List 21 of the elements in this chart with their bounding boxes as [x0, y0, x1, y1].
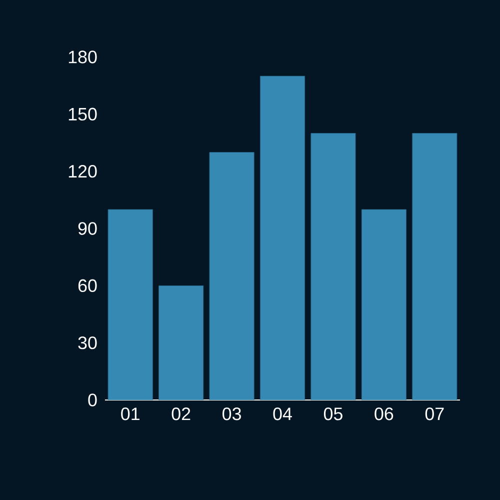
x-tick-label: 07: [425, 408, 444, 420]
bar: [310, 133, 356, 400]
bar: [209, 152, 254, 400]
y-tick-label: 90: [78, 222, 97, 235]
x-tick-label: 06: [374, 408, 394, 420]
bar: [412, 133, 458, 400]
y-tick-label: 150: [68, 108, 97, 121]
bar: [361, 209, 406, 400]
bar: [158, 285, 204, 400]
x-tick-label: 01: [121, 408, 140, 420]
y-tick-label: 60: [78, 279, 97, 292]
y-tick-label: 120: [68, 164, 97, 178]
bar: [108, 209, 153, 400]
x-tick-label: 05: [324, 408, 342, 420]
y-tick-label: 180: [68, 50, 97, 64]
x-tick-label: 02: [172, 408, 190, 420]
y-tick-label: 30: [78, 336, 97, 350]
x-tick-label: 03: [222, 408, 241, 420]
bar: [260, 76, 306, 400]
x-tick-label: 04: [273, 408, 292, 420]
y-tick-label: 0: [88, 394, 97, 406]
